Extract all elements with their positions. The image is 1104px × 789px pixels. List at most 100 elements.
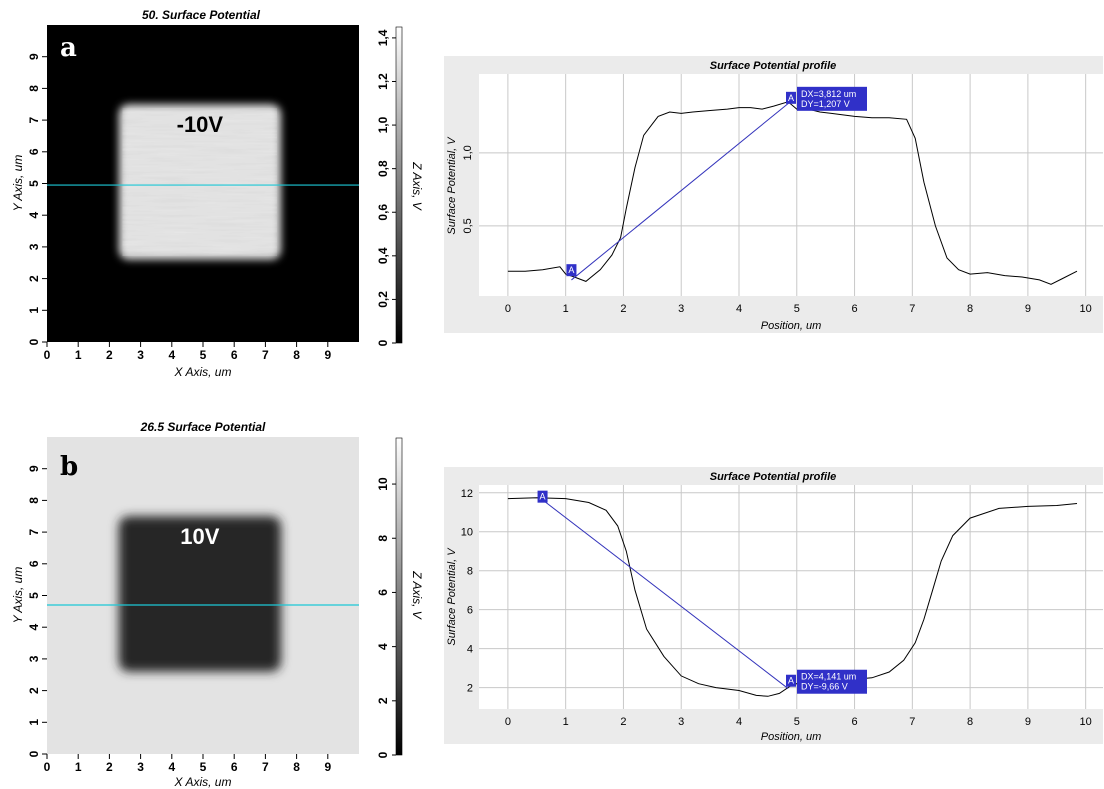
measurement-readout-box — [797, 86, 867, 111]
y-tick-label: 9 — [27, 53, 41, 60]
colorbar-b-label: Z Axis, V — [410, 570, 424, 620]
cursor-marker-box — [786, 674, 796, 687]
y-tick-label: 0 — [27, 750, 41, 757]
x-tick-label: 9 — [324, 348, 331, 362]
colorbar-b-gradient — [395, 437, 403, 756]
x-tick-label: 4 — [168, 760, 175, 774]
cursor-marker-label: A — [788, 676, 794, 686]
x-tick-label: 0 — [505, 716, 511, 728]
colorbar-a-gradient — [395, 26, 403, 344]
profile-a-plot-area — [479, 74, 1103, 296]
heatmap-b-panel-label: b — [60, 452, 78, 482]
profile-b-left-margin — [444, 485, 479, 744]
x-tick-label: 1 — [563, 303, 569, 315]
x-tick-label: 7 — [262, 348, 269, 362]
profile-a-series-line — [507, 101, 1078, 285]
x-tick-label: 5 — [794, 716, 800, 728]
y-tick-label: 2 — [27, 687, 41, 694]
y-tick-label: 8 — [27, 85, 41, 92]
profile-b-plot-area — [479, 485, 1103, 709]
voltage-annotation: 10V — [180, 524, 219, 549]
x-tick-label: 10 — [1080, 303, 1092, 315]
colorbar-tick-label: 2 — [376, 697, 390, 704]
voltage-annotation: -10V — [177, 112, 224, 137]
y-tick-label: 7 — [27, 116, 41, 123]
profile-chart-a: Surface Potential profile A A DX=3,812 umD… — [444, 56, 1103, 333]
y-tick-label: 6 — [467, 605, 473, 617]
colorbar-tick-label: 1,2 — [376, 73, 390, 90]
y-tick-label: 4 — [467, 644, 473, 656]
profile-a-cursor-line — [571, 98, 795, 281]
profile-a-title: Surface Potential profile — [710, 60, 837, 72]
y-tick-label: 0,5 — [462, 218, 474, 233]
x-tick-label: 4 — [168, 348, 175, 362]
y-tick-label: 0 — [27, 338, 41, 345]
heatmap-b-xlabel: X Axis, um — [174, 775, 232, 789]
x-tick-label: 1 — [563, 716, 569, 728]
heatmap-panel-a: 50. Surface Potential -10V a 0 1 2 3 4 5 6 7 8 9 0… — [11, 8, 359, 379]
profile-a-xlabel: Position, um — [761, 320, 822, 332]
cursor-marker-label: A — [788, 93, 794, 103]
x-tick-label: 3 — [137, 348, 144, 362]
heatmap-a-panel-label: a — [60, 33, 77, 63]
y-tick-label: 6 — [27, 148, 41, 155]
x-tick-label: 1 — [75, 348, 82, 362]
colorbar-tick-label: 1,0 — [376, 116, 390, 133]
y-tick-label: 8 — [467, 566, 473, 578]
colorbar-tick-label: 0 — [376, 751, 390, 758]
x-tick-label: 2 — [106, 760, 113, 774]
y-tick-label: 3 — [27, 243, 41, 250]
x-tick-label: 0 — [44, 760, 51, 774]
cursor-marker-box — [537, 490, 548, 503]
x-tick-label: 0 — [505, 303, 511, 315]
x-tick-label: 5 — [200, 760, 207, 774]
x-tick-label: 6 — [231, 760, 238, 774]
y-tick-label: 7 — [27, 528, 41, 535]
y-tick-label: 2 — [27, 275, 41, 282]
x-tick-label: 10 — [1080, 716, 1092, 728]
y-tick-label: 5 — [27, 592, 41, 599]
x-tick-label: 7 — [262, 760, 269, 774]
cursor-marker-label: A — [568, 265, 574, 275]
heatmap-square-region — [118, 516, 281, 672]
colorbar-tick-label: 10 — [376, 477, 390, 491]
y-tick-label: 9 — [27, 465, 41, 472]
x-tick-label: 3 — [137, 760, 144, 774]
colorbar-tick-label: 4 — [376, 643, 390, 650]
heatmap-b-ylabel: Y Axis, um — [11, 567, 25, 624]
profile-a-ylabel: Surface Potential, V — [446, 136, 458, 235]
colorbar-tick-label: 6 — [376, 589, 390, 596]
y-tick-label: 3 — [27, 655, 41, 662]
y-tick-label: 12 — [461, 488, 473, 500]
x-tick-label: 8 — [967, 716, 973, 728]
cursor-marker-box — [566, 264, 577, 277]
x-tick-label: 6 — [231, 348, 238, 362]
profile-a-left-margin — [444, 74, 479, 333]
colorbar-a-label: Z Axis, V — [410, 161, 424, 211]
y-tick-label: 1 — [27, 719, 41, 726]
x-tick-label: 9 — [1025, 303, 1031, 315]
x-tick-label: 6 — [851, 716, 857, 728]
measurement-readout-text: DX=4,141 um — [801, 672, 856, 682]
heatmap-square-texture — [122, 108, 277, 256]
x-tick-label: 7 — [909, 303, 915, 315]
x-tick-label: 0 — [44, 348, 51, 362]
colorbar-a: 0 0,2 0,4 0,6 0,8 1,0 1,2 1,4 Z Axis, V — [376, 26, 424, 346]
heatmap-b-title: 26.5 Surface Potential — [140, 420, 266, 434]
y-tick-label: 8 — [27, 497, 41, 504]
profile-b-ylabel: Surface Potential, V — [446, 547, 458, 646]
x-tick-label: 4 — [736, 716, 742, 728]
measurement-readout-text: DY=1,207 V — [801, 99, 850, 109]
colorbar-tick-label: 8 — [376, 535, 390, 542]
profile-b-title: Surface Potential profile — [710, 471, 837, 483]
profile-a-bottom-margin — [479, 296, 1103, 333]
cursor-marker-box — [786, 91, 796, 104]
profile-b-series-line — [507, 497, 1078, 697]
heatmap-a-xlabel: X Axis, um — [174, 365, 232, 379]
colorbar-tick-label: 1,4 — [376, 29, 390, 46]
x-tick-label: 8 — [293, 348, 300, 362]
colorbar-tick-label: 0,8 — [376, 160, 390, 177]
x-tick-label: 4 — [736, 303, 742, 315]
x-tick-label: 3 — [678, 716, 684, 728]
